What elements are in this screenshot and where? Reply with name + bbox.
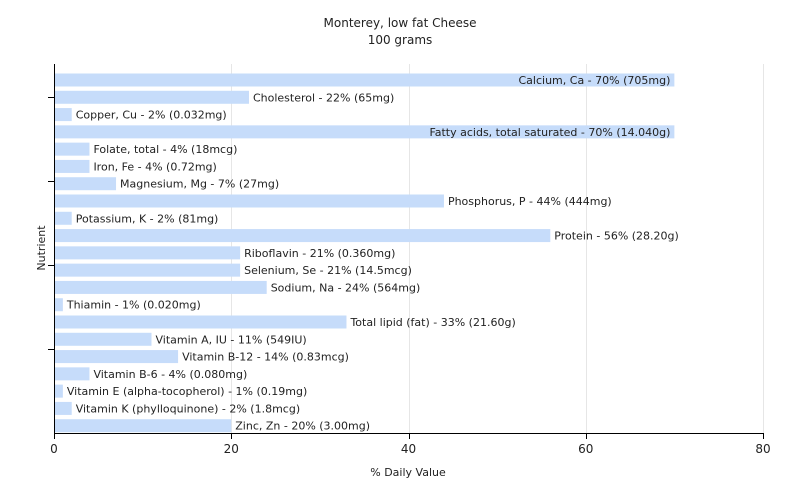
bar-label: Vitamin B-12 - 14% (0.83mcg) (182, 351, 349, 364)
bar (55, 298, 63, 312)
x-tick-label: 60 (578, 442, 593, 456)
chart-title: Monterey, low fat Cheese (324, 16, 477, 30)
bar-label: Vitamin K (phylloquinone) - 2% (1.8mcg) (76, 402, 300, 415)
bar-label: Sodium, Na - 24% (564mg) (271, 281, 421, 294)
bar (55, 90, 249, 104)
chart-subtitle: 100 grams (368, 33, 433, 47)
bar (55, 350, 179, 364)
bar-label: Calcium, Ca - 70% (705mg) (519, 74, 671, 87)
bar (55, 315, 347, 329)
bar-label: Selenium, Se - 21% (14.5mcg) (244, 264, 412, 277)
x-tick-label: 40 (401, 442, 416, 456)
bar-label: Phosphorus, P - 44% (444mg) (448, 195, 612, 208)
bar-label: Copper, Cu - 2% (0.032mg) (76, 109, 227, 122)
x-tick-label: 0 (50, 442, 58, 456)
bar-label: Cholesterol - 22% (65mg) (253, 91, 394, 104)
bar (55, 332, 152, 346)
axes (48, 64, 764, 439)
x-tick-labels: 0 20 40 60 80 (50, 442, 770, 456)
bar (55, 211, 72, 225)
bar-label: Vitamin B-6 - 4% (0.080mg) (93, 368, 247, 381)
x-axis-label: % Daily Value (370, 466, 446, 479)
bar (55, 384, 63, 398)
bar (55, 401, 72, 415)
bar (55, 246, 241, 260)
bar (55, 419, 232, 433)
bar (55, 108, 72, 122)
bar-label: Total lipid (fat) - 33% (21.60g) (349, 316, 515, 329)
y-axis-label: Nutrient (35, 225, 48, 271)
bar-label: Vitamin E (alpha-tocopherol) - 1% (0.19m… (67, 385, 307, 398)
bar-label: Riboflavin - 21% (0.360mg) (244, 247, 395, 260)
bar (55, 194, 444, 208)
bar-series: Calcium, Ca - 70% (705mg) Cholesterol - 2… (55, 73, 679, 433)
bar-label: Magnesium, Mg - 7% (27mg) (120, 178, 279, 191)
bar (55, 125, 675, 139)
bar (55, 280, 267, 294)
bar-label: Iron, Fe - 4% (0.72mg) (93, 160, 216, 173)
bar-label: Thiamin - 1% (0.020mg) (66, 299, 201, 312)
bar (55, 263, 241, 277)
bar-label: Folate, total - 4% (18mcg) (93, 143, 237, 156)
bar (55, 177, 117, 191)
bar-label: Vitamin A, IU - 11% (549IU) (155, 333, 306, 346)
bar-label: Protein - 56% (28.20g) (554, 230, 679, 243)
bar (55, 367, 90, 381)
bar-label: Fatty acids, total saturated - 70% (14.0… (429, 126, 670, 139)
x-tick-label: 20 (224, 442, 239, 456)
bar-label: Potassium, K - 2% (81mg) (76, 212, 219, 225)
bar (55, 73, 675, 87)
bar (55, 229, 551, 243)
bar-label: Zinc, Zn - 20% (3.00mg) (235, 420, 370, 433)
bar (55, 142, 90, 156)
bar (55, 159, 90, 173)
x-tick-label: 80 (755, 442, 770, 456)
